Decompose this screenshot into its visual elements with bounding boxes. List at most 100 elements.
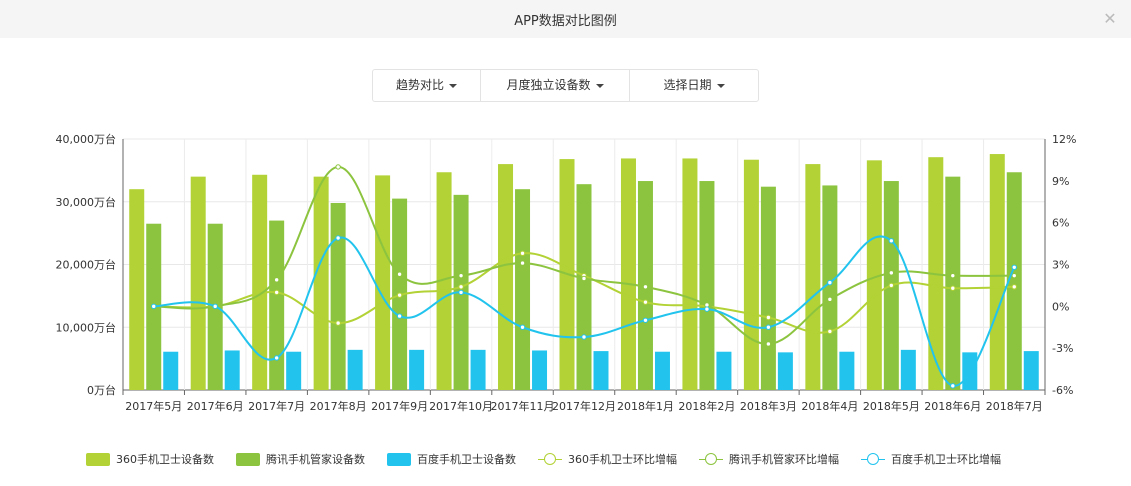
line-point-0 bbox=[642, 299, 649, 305]
line-point-1 bbox=[765, 341, 772, 347]
bar-2 bbox=[409, 349, 425, 390]
line-point-2 bbox=[1011, 264, 1017, 270]
legend-item-line-baidu[interactable]: 百度手机卫士环比增幅 bbox=[861, 451, 1001, 467]
x-tick-label: 2018年7月 bbox=[986, 399, 1043, 413]
y-right-tick-label: 3% bbox=[1052, 259, 1069, 272]
trend-dropdown-label: 趋势对比 bbox=[395, 78, 444, 92]
legend-item-bar-tencent[interactable]: 腾讯手机管家设备数 bbox=[236, 451, 365, 467]
line-point-0 bbox=[458, 284, 464, 290]
x-tick-label: 2018年5月 bbox=[863, 399, 920, 413]
bar-2 bbox=[532, 350, 548, 390]
x-tick-label: 2018年4月 bbox=[801, 399, 858, 413]
bar-0 bbox=[682, 158, 698, 390]
bar-2 bbox=[777, 352, 793, 390]
line-point-2 bbox=[151, 303, 157, 310]
x-tick-label: 2017年8月 bbox=[310, 399, 367, 413]
line-point-1 bbox=[1011, 272, 1017, 279]
bar-2 bbox=[839, 351, 855, 390]
y-left-tick-label: 20,000万台 bbox=[56, 258, 117, 272]
x-tick-label: 2017年7月 bbox=[248, 399, 305, 413]
y-right-tick-label: -3% bbox=[1052, 342, 1073, 355]
legend-swatch bbox=[86, 452, 110, 466]
x-tick-label: 2017年11月 bbox=[491, 399, 555, 413]
bar-0 bbox=[743, 159, 759, 390]
line-point-2 bbox=[950, 383, 956, 389]
y-right-tick-label: 9% bbox=[1052, 175, 1069, 188]
bar-1 bbox=[515, 189, 531, 390]
line-point-2 bbox=[704, 306, 710, 312]
line-point-2 bbox=[827, 279, 833, 286]
bar-2 bbox=[163, 351, 179, 390]
line-point-1 bbox=[458, 272, 464, 279]
bar-2 bbox=[654, 351, 670, 390]
trend-dropdown[interactable]: 趋势对比 bbox=[373, 70, 481, 101]
line-point-0 bbox=[396, 292, 403, 298]
chart-canvas: 0万台 10,000万台 20,000万台 30,000万台 40,000万台 -6% -3… bbox=[56, 132, 1077, 413]
close-icon[interactable]: ✕ bbox=[1103, 9, 1117, 28]
legend-item-line-tencent[interactable]: 腾讯手机管家环比增幅 bbox=[699, 451, 839, 467]
y-right-tick-label: 12% bbox=[1052, 133, 1076, 146]
x-tick-label: 2018年1月 bbox=[617, 399, 674, 413]
y-right-tick-label: 6% bbox=[1052, 217, 1069, 230]
x-tick-label: 2017年6月 bbox=[187, 399, 244, 413]
y-right-tick-label: -6% bbox=[1052, 384, 1073, 397]
x-tick-label: 2018年2月 bbox=[678, 399, 735, 413]
bar-0 bbox=[805, 164, 821, 390]
line-point-0 bbox=[765, 314, 772, 321]
window-title: APP数据对比图例 bbox=[514, 13, 617, 29]
line-point-2 bbox=[458, 289, 464, 296]
line-point-0 bbox=[888, 282, 895, 289]
bar-0 bbox=[989, 154, 1005, 390]
line-point-1 bbox=[888, 270, 895, 276]
date-dropdown[interactable]: 选择日期 bbox=[630, 70, 758, 101]
line-point-1 bbox=[642, 284, 649, 290]
series-line-1 bbox=[153, 165, 1015, 345]
legend-swatch bbox=[861, 452, 885, 466]
legend-item-bar-baidu[interactable]: 百度手机卫士设备数 bbox=[387, 451, 516, 467]
line-point-0 bbox=[950, 285, 956, 291]
x-tick-label: 2018年6月 bbox=[924, 399, 981, 413]
legend-swatch bbox=[699, 452, 723, 466]
bar-2 bbox=[593, 351, 609, 390]
bar-1 bbox=[699, 181, 715, 390]
legend-label: 360手机卫士环比增幅 bbox=[568, 453, 677, 466]
bar-0 bbox=[498, 164, 514, 390]
bar-2 bbox=[224, 350, 240, 390]
bar-1 bbox=[760, 186, 776, 390]
bar-0 bbox=[129, 189, 145, 390]
y-left-tick-label: 10,000万台 bbox=[56, 320, 117, 334]
bar-0 bbox=[866, 160, 882, 390]
line-point-1 bbox=[519, 260, 526, 266]
x-tick-label: 2017年5月 bbox=[125, 399, 182, 413]
line-point-2 bbox=[765, 324, 772, 330]
legend-label: 百度手机卫士环比增幅 bbox=[891, 453, 1001, 466]
bar-0 bbox=[375, 175, 391, 390]
bar-1 bbox=[1006, 172, 1022, 390]
metric-dropdown[interactable]: 月度独立设备数 bbox=[481, 70, 630, 101]
chevron-down-icon bbox=[449, 83, 457, 88]
legend-item-bar-360[interactable]: 360手机卫士设备数 bbox=[86, 451, 214, 467]
legend-item-line-360[interactable]: 360手机卫士环比增幅 bbox=[538, 451, 677, 467]
bar-1 bbox=[576, 184, 592, 390]
line-point-1 bbox=[396, 271, 403, 277]
x-tick-label: 2017年12月 bbox=[552, 399, 616, 413]
bar-2 bbox=[1023, 351, 1039, 390]
title-bar: APP数据对比图例 bbox=[0, 0, 1131, 38]
bar-1 bbox=[269, 220, 285, 390]
legend-swatch bbox=[387, 452, 411, 466]
bar-1 bbox=[330, 203, 346, 390]
legend-label: 腾讯手机管家环比增幅 bbox=[729, 453, 839, 466]
chart-legend: 360手机卫士设备数 腾讯手机管家设备数 百度手机卫士设备数 360手机卫士环比… bbox=[86, 449, 1023, 469]
line-point-2 bbox=[273, 355, 280, 361]
line-point-2 bbox=[335, 235, 341, 241]
line-point-2 bbox=[519, 324, 526, 330]
bar-2 bbox=[900, 349, 916, 390]
bar-2 bbox=[470, 349, 486, 390]
legend-label: 百度手机卫士设备数 bbox=[417, 453, 516, 466]
bar-0 bbox=[313, 176, 329, 390]
date-dropdown-label: 选择日期 bbox=[663, 78, 712, 92]
bar-2 bbox=[286, 351, 302, 390]
line-point-1 bbox=[581, 275, 587, 282]
metric-dropdown-label: 月度独立设备数 bbox=[506, 78, 591, 92]
line-point-2 bbox=[642, 317, 649, 323]
